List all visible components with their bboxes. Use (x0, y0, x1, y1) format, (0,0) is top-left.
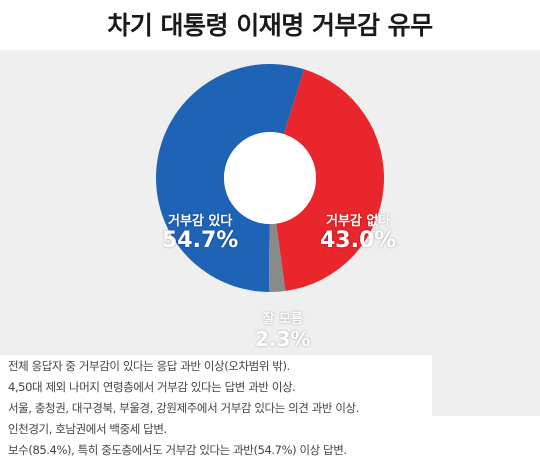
label-unknown-name: 잘 모름 (262, 312, 303, 327)
title-band: 차기 대통령 이재명 거부감 유무 (0, 0, 540, 50)
note-line: 전체 응답자 중 거부감이 있다는 응답 과반 이상(오차범위 밖). (8, 359, 290, 373)
slice-unknown (269, 223, 286, 292)
slice-no (276, 69, 385, 291)
note-line: 인천경기, 호남권에서 백중세 답변. (8, 422, 167, 436)
label-no-value: 43.0% (320, 228, 397, 253)
label-no: 거부감 없다 43.0% (320, 210, 396, 253)
donut-chart (156, 64, 385, 292)
label-yes-name: 거부감 있다 (168, 214, 233, 229)
note-line: 4,50대 제외 나머지 연령층에서 거부감 있다는 답변 과반 이상. (8, 380, 296, 394)
note-line: 서울, 충청권, 대구경북, 부울경, 강원제주에서 거부감 있다는 의견 과반… (8, 401, 359, 415)
label-no-name: 거부감 없다 (326, 214, 391, 229)
label-yes-value: 54.7% (162, 228, 239, 253)
chart-area: 거부감 있다 54.7% 거부감 없다 43.0% 잘 모름 2.3% 전체 응… (0, 50, 540, 466)
label-unknown-value: 2.3% (255, 327, 311, 351)
note-line: 보수(85.4%), 특히 중도층에서도 거부감 있다는 과반(54.7%) 이… (8, 443, 347, 457)
label-yes: 거부감 있다 54.7% (162, 210, 238, 253)
donut-hole (224, 132, 316, 224)
slice-yes (156, 64, 305, 292)
notes-box: 전체 응답자 중 거부감이 있다는 응답 과반 이상(오차범위 밖). 4,50… (0, 355, 432, 466)
label-unknown: 잘 모름 2.3% (255, 308, 310, 351)
chart-title: 차기 대통령 이재명 거부감 유무 (107, 11, 433, 40)
